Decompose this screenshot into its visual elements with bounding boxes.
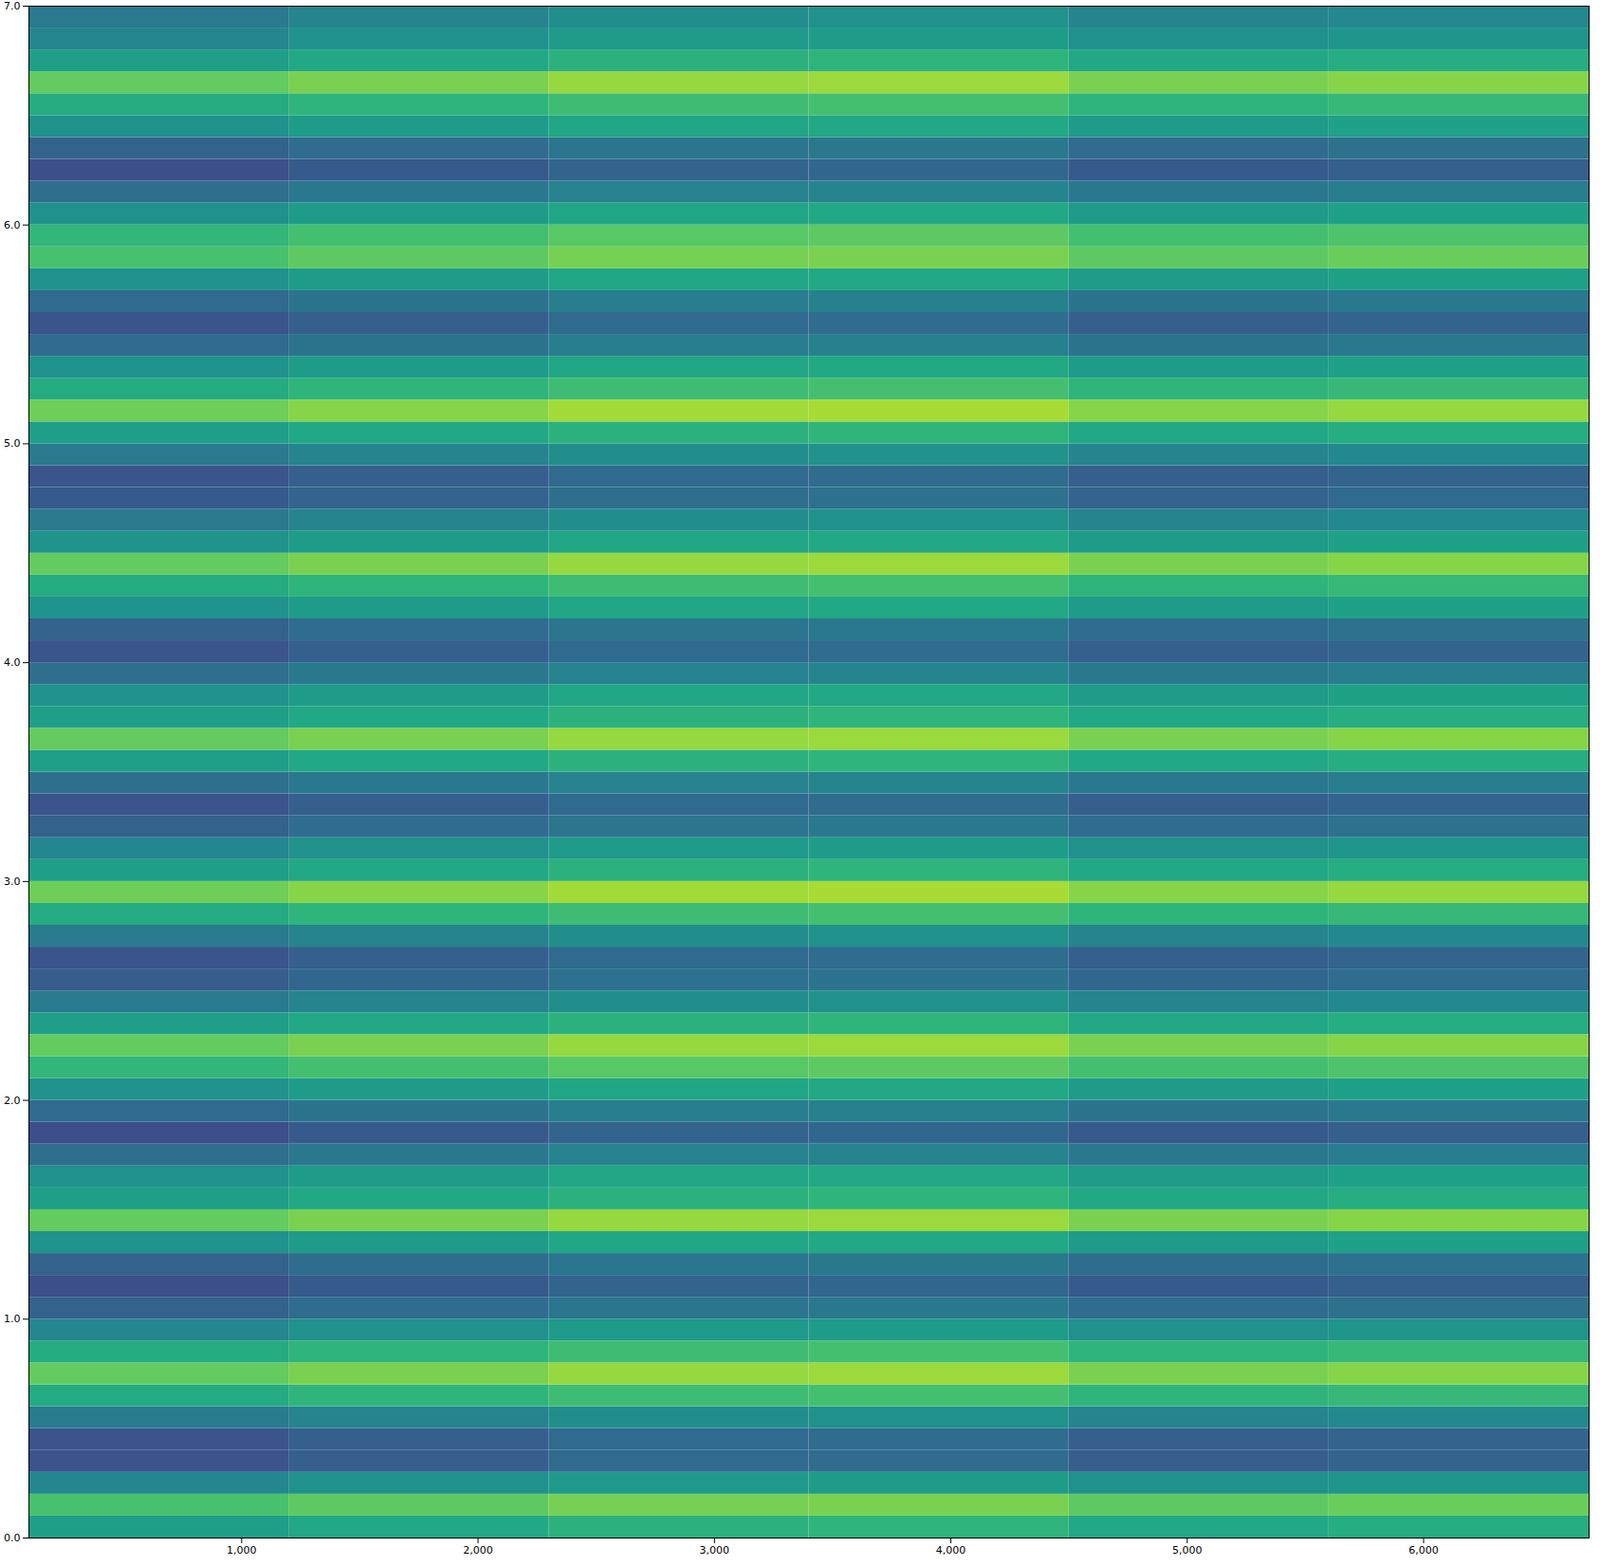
svg-text:1,000: 1,000 [226, 1544, 258, 1557]
svg-text:0.0: 0.0 [3, 1531, 21, 1545]
svg-text:5.0: 5.0 [3, 437, 21, 450]
svg-text:1.0: 1.0 [3, 1312, 21, 1325]
svg-text:2.0: 2.0 [3, 1094, 21, 1107]
svg-text:3.0: 3.0 [3, 875, 21, 888]
svg-text:5,000: 5,000 [1172, 1544, 1203, 1557]
svg-text:6,000: 6,000 [1408, 1544, 1439, 1557]
svg-text:4.0: 4.0 [3, 656, 21, 669]
svg-text:2,000: 2,000 [462, 1544, 494, 1557]
svg-text:7.0: 7.0 [3, 0, 21, 13]
svg-text:6.0: 6.0 [3, 219, 21, 232]
svg-text:3,000: 3,000 [699, 1544, 731, 1557]
svg-text:4,000: 4,000 [936, 1544, 967, 1557]
